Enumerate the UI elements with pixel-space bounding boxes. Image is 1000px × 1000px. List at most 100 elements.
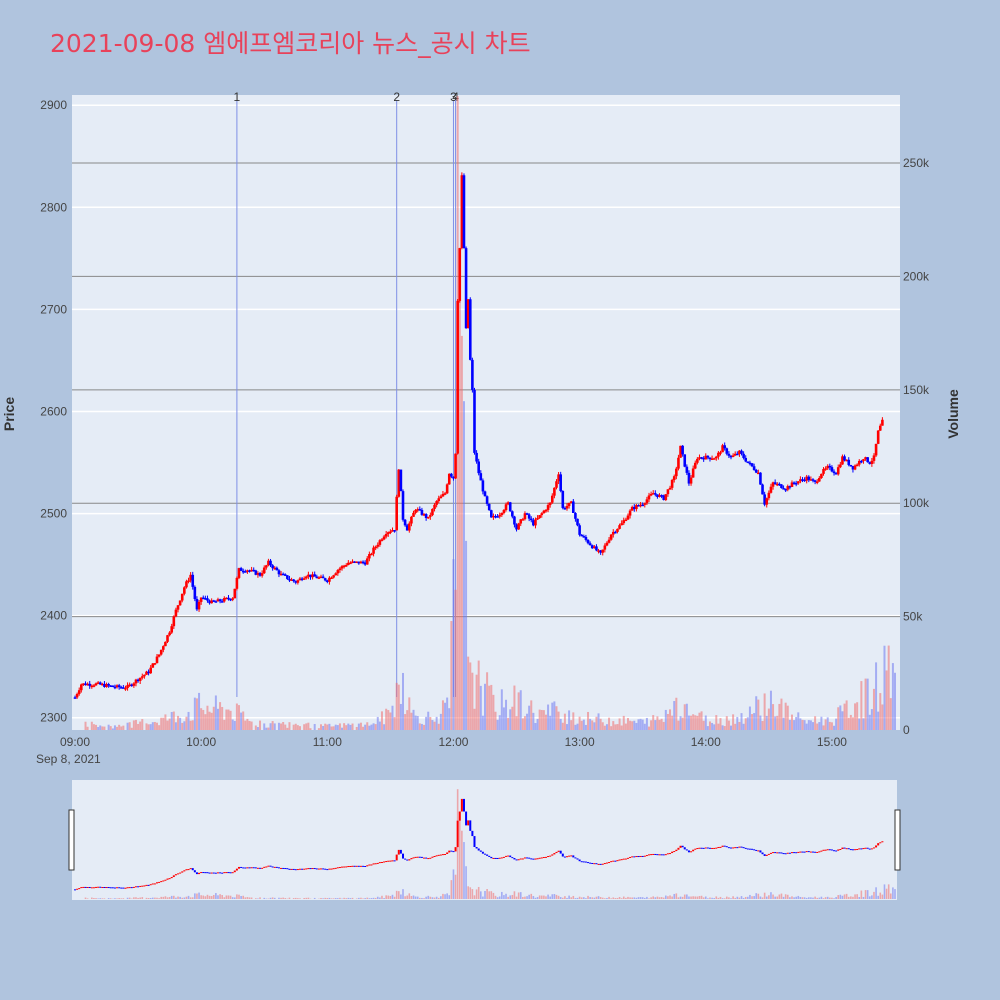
candle-body [214,601,218,603]
slider-volume-bar [820,896,823,899]
slider-candle [755,849,758,851]
slider-candle [149,884,152,886]
candle-body [382,536,386,540]
volume-bar [502,707,505,730]
slider-volume-bar [395,890,398,899]
slider-candle [277,867,280,869]
slider-candle [666,853,669,855]
slider-candle [809,851,812,853]
slider-candle [296,869,299,871]
slider-volume-bar [534,897,537,899]
slider-candle [370,864,373,866]
slider-volume-bar [109,898,112,899]
slider-volume-bar [215,893,217,899]
slider-volume-bar [370,898,373,899]
range-slider-right-handle[interactable] [894,809,901,871]
slider-candle [402,853,404,859]
slider-candle [446,852,449,854]
volume-bar [650,720,653,730]
candle-body [759,472,762,485]
volume-bar [538,709,541,730]
volume-bar [547,704,550,730]
slider-candle [191,868,194,871]
candle-body [77,690,81,694]
volume-bar [120,726,123,730]
candle-body [521,519,525,521]
slider-volume-bar [397,891,400,899]
slider-candle [210,872,213,874]
slider-candle [839,849,842,851]
slider-volume-bar [170,895,173,899]
volume-bar [477,660,480,730]
slider-volume-bar [589,897,591,899]
candle-body [332,575,335,578]
range-slider[interactable] [72,780,897,900]
slider-volume-bar [299,898,301,899]
slider-volume-bar [528,894,530,899]
candle-body [321,576,325,579]
slider-candle [856,849,859,851]
slider-volume-bar [803,897,806,899]
candle-body [241,570,245,573]
volume-bar [702,720,705,730]
slider-volume-bar [337,898,339,899]
volume-bar [271,721,274,730]
slider-volume-bar [160,896,163,899]
candle-body [689,477,693,484]
candle-body [569,501,573,503]
volume-bar [669,709,672,730]
y-axis-label: Price [1,397,17,431]
slider-volume-bar [391,894,394,899]
slider-candle [662,854,665,856]
volume-bar [328,723,331,730]
volume-bar [162,717,165,730]
slider-candle [465,811,468,826]
slider-volume-bar [149,897,152,899]
candle-body [258,573,262,576]
volume-bar [223,719,226,730]
candle-body [460,175,464,249]
volume-bar [557,711,560,730]
slider-candle [841,847,844,850]
candle-body [639,504,642,507]
volume-bar [338,723,341,730]
event-marker-label: 1 [234,90,241,104]
volume-bar [214,695,217,730]
candle-body [773,482,777,484]
volume-bar [137,723,140,730]
slider-volume-bar [168,897,171,899]
slider-volume-bar [831,897,833,899]
volume-bar [643,723,646,730]
volume-bar [309,728,312,730]
slider-volume-bar [200,895,202,899]
candle-body [412,512,415,517]
candle-body [698,457,701,459]
slider-volume-bar [488,891,491,899]
slider-volume-bar [656,896,659,899]
main-plot-area[interactable] [72,95,900,730]
candle-body [742,453,745,458]
volume-bar [383,724,386,730]
slider-candle [454,847,457,852]
range-slider-left-handle[interactable] [68,809,75,871]
candle-body [227,597,230,600]
slider-candle [591,862,594,864]
slider-candle [254,867,257,869]
slider-volume-bar [641,897,644,899]
candle-body [252,569,256,572]
slider-volume-bar [362,898,364,899]
candle-body [201,597,205,600]
candle-body [450,473,453,477]
candle-body [765,498,769,505]
volume-bar [681,717,684,730]
volume-bar [566,724,568,730]
slider-volume-bar [728,897,730,899]
volume-bar [837,707,840,730]
slider-volume-bar [776,896,779,899]
volume-bar [431,720,434,730]
slider-candle [635,856,638,858]
volume-bar [320,724,322,730]
slider-volume-bar [307,897,310,899]
slider-candle [195,872,198,875]
volume-bar [660,718,663,730]
